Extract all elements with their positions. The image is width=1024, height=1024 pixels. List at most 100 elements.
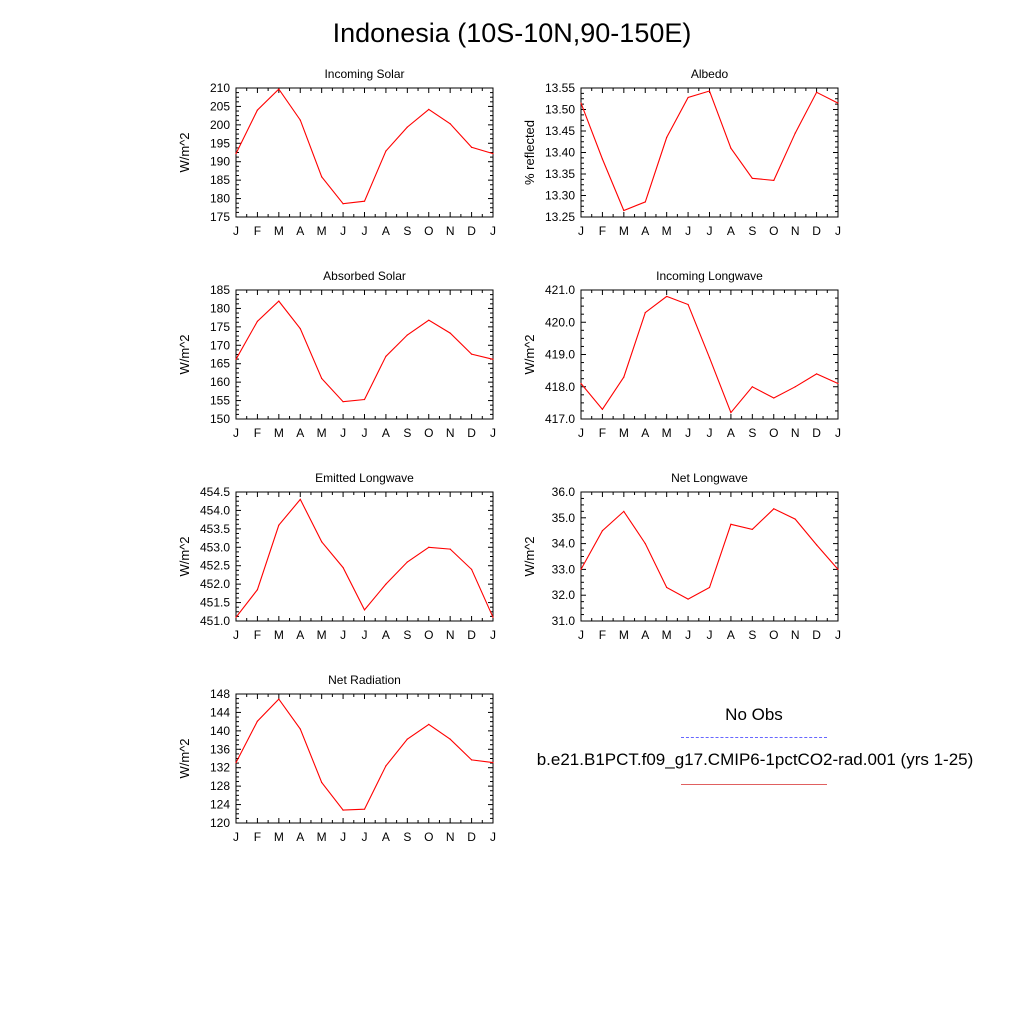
data-point: [342, 203, 344, 205]
data-point: [492, 762, 494, 764]
data-point: [666, 586, 668, 589]
x-tick-label: M: [274, 830, 284, 844]
x-tick-label: O: [424, 628, 433, 642]
x-tick-label: J: [340, 426, 346, 440]
data-point: [428, 319, 430, 321]
x-tick-label: J: [340, 830, 346, 844]
data-point: [773, 179, 775, 182]
y-tick-label: 451.5: [200, 596, 230, 610]
x-tick-label: J: [233, 830, 239, 844]
y-tick-label: 13.50: [545, 103, 575, 117]
data-point: [794, 386, 796, 388]
data-point: [708, 90, 711, 92]
y-tick-label: 417.0: [545, 412, 575, 426]
x-tick-label: A: [727, 628, 735, 642]
data-point: [428, 108, 430, 110]
data-point: [580, 102, 582, 104]
y-tick-label: 33.0: [552, 562, 576, 576]
y-tick-label: 185: [210, 283, 230, 297]
x-tick-label: O: [424, 830, 433, 844]
x-tick-label: M: [317, 224, 327, 238]
x-tick-label: D: [467, 628, 476, 642]
x-tick-label: J: [362, 224, 368, 238]
data-point: [299, 728, 301, 730]
x-tick-label: J: [490, 426, 496, 440]
data-point: [299, 119, 301, 121]
x-tick-label: A: [382, 224, 390, 238]
x-tick-label: S: [403, 830, 411, 844]
data-point: [751, 177, 753, 179]
data-point: [342, 809, 344, 811]
y-axis-label: W/m^2: [177, 132, 192, 172]
x-tick-label: S: [748, 426, 756, 440]
x-tick-label: N: [791, 224, 800, 238]
x-tick-label: N: [446, 830, 455, 844]
x-tick-label: O: [769, 628, 778, 642]
data-point: [256, 109, 259, 111]
y-axis-label: W/m^2: [177, 738, 192, 778]
x-tick-label: A: [382, 628, 390, 642]
data-point: [299, 498, 301, 500]
data-point: [256, 589, 259, 591]
series-line: [580, 508, 839, 600]
x-tick-label: D: [812, 426, 821, 440]
x-tick-label: J: [362, 426, 368, 440]
legend-model-label: b.e21.B1PCT.f09_g17.CMIP6-1pctCO2-rad.00…: [536, 750, 974, 769]
y-tick-label: 453.5: [200, 522, 230, 536]
x-tick-label: N: [446, 628, 455, 642]
x-tick-label: M: [619, 628, 629, 642]
x-tick-label: A: [382, 830, 390, 844]
data-point: [644, 543, 646, 545]
x-tick-label: J: [490, 224, 496, 238]
x-tick-label: D: [467, 426, 476, 440]
data-point: [342, 401, 344, 403]
data-point: [601, 408, 604, 410]
y-tick-label: 419.0: [545, 348, 575, 362]
y-tick-label: 420.0: [545, 315, 575, 329]
x-tick-label: M: [619, 426, 629, 440]
y-axis-label: W/m^2: [177, 536, 192, 576]
data-point: [470, 353, 473, 355]
data-point: [794, 518, 796, 520]
chart-title: Net Radiation: [328, 673, 401, 687]
chart-panel: J F M A M J J A S O N D J451.0451.5452.0452.5453.045…: [177, 471, 496, 642]
series-line: [235, 300, 494, 403]
y-tick-label: 454.5: [200, 485, 230, 499]
x-tick-label: M: [662, 628, 672, 642]
x-tick-label: J: [578, 426, 584, 440]
data-point: [837, 382, 839, 385]
data-point: [321, 377, 323, 380]
data-point: [406, 738, 408, 740]
chart-title: Albedo: [691, 67, 729, 81]
x-tick-label: F: [254, 224, 261, 238]
x-tick-label: N: [791, 426, 800, 440]
data-point: [601, 530, 604, 532]
data-point: [837, 568, 839, 571]
y-tick-label: 155: [210, 394, 230, 408]
data-point: [235, 358, 237, 360]
data-point: [385, 150, 387, 152]
x-tick-label: F: [254, 830, 261, 844]
data-point: [406, 561, 408, 563]
page-title: Indonesia (10S-10N,90-150E): [332, 18, 692, 48]
y-tick-label: 120: [210, 816, 230, 830]
x-tick-label: D: [812, 628, 821, 642]
data-point: [470, 568, 473, 571]
y-tick-label: 210: [210, 81, 230, 95]
plot-frame: [580, 491, 839, 622]
data-point: [235, 153, 237, 155]
data-point: [449, 738, 451, 740]
x-tick-label: O: [424, 224, 433, 238]
y-axis-label: % reflected: [522, 120, 537, 185]
data-point: [644, 311, 646, 314]
x-tick-label: F: [254, 426, 261, 440]
data-point: [623, 510, 625, 512]
legend-obs-line: [681, 737, 827, 738]
data-point: [470, 146, 473, 148]
y-tick-label: 132: [210, 761, 230, 775]
y-tick-label: 35.0: [552, 511, 576, 525]
plot-frame: [235, 693, 494, 824]
x-tick-label: A: [727, 426, 735, 440]
x-tick-label: J: [578, 628, 584, 642]
data-point: [385, 765, 387, 767]
